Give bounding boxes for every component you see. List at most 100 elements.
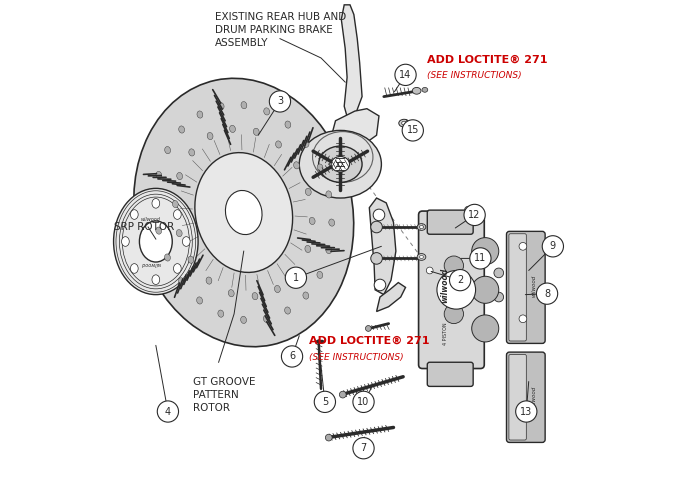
Ellipse shape bbox=[305, 188, 312, 196]
Circle shape bbox=[353, 391, 375, 412]
Circle shape bbox=[444, 304, 463, 324]
Ellipse shape bbox=[331, 156, 349, 172]
Ellipse shape bbox=[241, 101, 247, 109]
Circle shape bbox=[472, 205, 480, 213]
Ellipse shape bbox=[225, 190, 262, 235]
Ellipse shape bbox=[329, 219, 335, 226]
Text: 5: 5 bbox=[322, 397, 328, 407]
Circle shape bbox=[158, 401, 178, 422]
Ellipse shape bbox=[218, 102, 224, 110]
FancyBboxPatch shape bbox=[509, 355, 526, 440]
Ellipse shape bbox=[293, 162, 300, 169]
FancyBboxPatch shape bbox=[509, 234, 526, 341]
Ellipse shape bbox=[189, 149, 195, 156]
Text: (SEE INSTRUCTIONS): (SEE INSTRUCTIONS) bbox=[309, 353, 404, 362]
Ellipse shape bbox=[412, 87, 421, 94]
Circle shape bbox=[516, 401, 537, 422]
Ellipse shape bbox=[326, 246, 332, 254]
Ellipse shape bbox=[263, 315, 270, 323]
Circle shape bbox=[464, 204, 485, 226]
Ellipse shape bbox=[174, 210, 181, 219]
Text: ADD LOCTITE® 271: ADD LOCTITE® 271 bbox=[309, 336, 429, 346]
Ellipse shape bbox=[176, 172, 183, 180]
Ellipse shape bbox=[139, 221, 172, 262]
Ellipse shape bbox=[241, 316, 246, 324]
Text: (SEE INSTRUCTIONS): (SEE INSTRUCTIONS) bbox=[427, 71, 522, 80]
Text: 2: 2 bbox=[457, 275, 463, 285]
Ellipse shape bbox=[309, 217, 315, 225]
Text: SRP ROTOR: SRP ROTOR bbox=[114, 222, 174, 232]
Ellipse shape bbox=[206, 277, 212, 284]
Text: 9: 9 bbox=[550, 242, 556, 251]
Text: ADD LOCTITE® 271: ADD LOCTITE® 271 bbox=[427, 54, 548, 64]
Circle shape bbox=[470, 248, 491, 269]
Text: EXISTING REAR HUB AND
DRUM PARKING BRAKE
ASSEMBLY: EXISTING REAR HUB AND DRUM PARKING BRAKE… bbox=[215, 12, 346, 48]
Circle shape bbox=[472, 238, 499, 265]
Text: wilwood: wilwood bbox=[441, 268, 449, 302]
Text: wilwood: wilwood bbox=[531, 275, 536, 297]
Circle shape bbox=[536, 283, 558, 304]
Ellipse shape bbox=[399, 119, 409, 127]
Text: 11: 11 bbox=[475, 254, 486, 263]
Ellipse shape bbox=[230, 125, 235, 132]
Circle shape bbox=[353, 438, 375, 459]
Ellipse shape bbox=[305, 245, 311, 253]
Polygon shape bbox=[332, 109, 379, 152]
Ellipse shape bbox=[303, 140, 309, 147]
Polygon shape bbox=[370, 198, 396, 295]
Ellipse shape bbox=[285, 121, 290, 128]
Text: wilwood: wilwood bbox=[531, 386, 536, 408]
Circle shape bbox=[426, 267, 433, 274]
Ellipse shape bbox=[326, 191, 332, 198]
Ellipse shape bbox=[264, 108, 270, 115]
Ellipse shape bbox=[164, 254, 170, 261]
Ellipse shape bbox=[419, 226, 424, 228]
Ellipse shape bbox=[303, 292, 309, 299]
Ellipse shape bbox=[156, 171, 162, 179]
Ellipse shape bbox=[197, 111, 203, 118]
Ellipse shape bbox=[300, 130, 382, 198]
Ellipse shape bbox=[172, 200, 178, 208]
Ellipse shape bbox=[276, 141, 281, 148]
Polygon shape bbox=[377, 283, 405, 312]
Circle shape bbox=[373, 209, 385, 221]
FancyBboxPatch shape bbox=[427, 210, 473, 234]
Circle shape bbox=[472, 276, 499, 303]
Circle shape bbox=[444, 256, 463, 275]
FancyBboxPatch shape bbox=[507, 231, 545, 343]
Circle shape bbox=[314, 391, 335, 412]
Ellipse shape bbox=[134, 78, 354, 347]
Text: 10: 10 bbox=[358, 397, 370, 407]
Ellipse shape bbox=[253, 128, 259, 135]
Ellipse shape bbox=[285, 307, 290, 314]
Ellipse shape bbox=[113, 188, 198, 295]
Text: wilwood: wilwood bbox=[141, 261, 161, 266]
Text: GT GROOVE
PATTERN
ROTOR: GT GROOVE PATTERN ROTOR bbox=[193, 377, 256, 413]
Circle shape bbox=[371, 221, 382, 233]
Circle shape bbox=[281, 346, 302, 367]
Circle shape bbox=[519, 242, 527, 250]
Text: wilwood: wilwood bbox=[141, 217, 161, 222]
Ellipse shape bbox=[197, 297, 202, 304]
Ellipse shape bbox=[274, 285, 280, 293]
Circle shape bbox=[449, 270, 470, 291]
Ellipse shape bbox=[218, 310, 224, 317]
Ellipse shape bbox=[318, 146, 362, 182]
Circle shape bbox=[371, 253, 382, 264]
Ellipse shape bbox=[156, 227, 162, 234]
Text: 4: 4 bbox=[164, 407, 171, 416]
Polygon shape bbox=[342, 5, 362, 118]
Text: 13: 13 bbox=[520, 407, 533, 416]
Ellipse shape bbox=[174, 264, 181, 273]
Circle shape bbox=[494, 292, 503, 302]
Text: 14: 14 bbox=[400, 70, 412, 80]
FancyBboxPatch shape bbox=[419, 211, 484, 369]
Ellipse shape bbox=[419, 256, 424, 258]
Ellipse shape bbox=[130, 210, 138, 219]
Ellipse shape bbox=[176, 229, 182, 237]
Circle shape bbox=[519, 315, 527, 323]
Ellipse shape bbox=[178, 126, 185, 133]
Text: 15: 15 bbox=[407, 126, 419, 135]
Ellipse shape bbox=[152, 275, 160, 284]
Circle shape bbox=[326, 434, 332, 441]
